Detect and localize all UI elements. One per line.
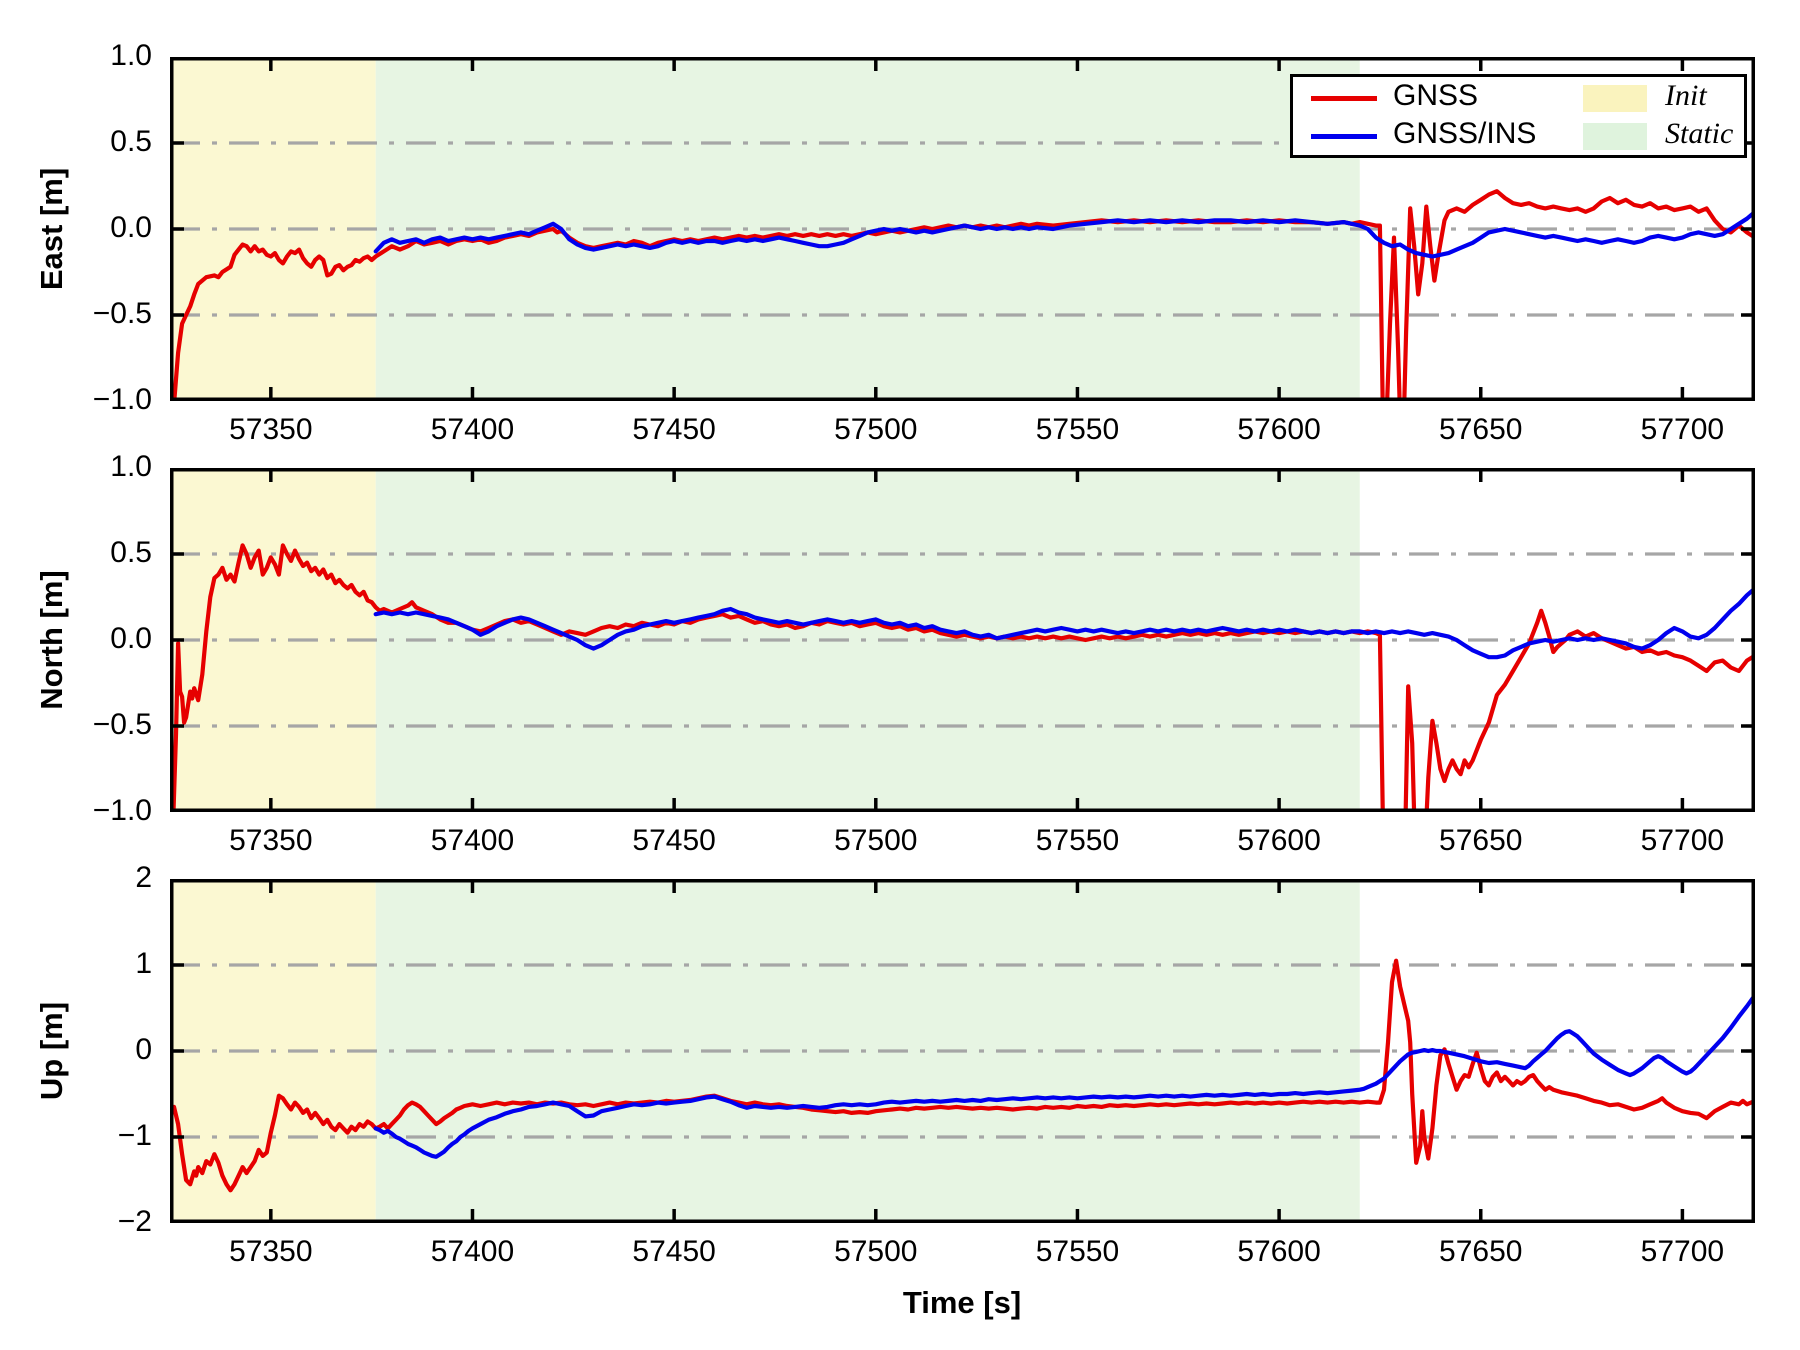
legend: GNSS GNSS/INS Init Static [1290, 74, 1747, 158]
x-tick-label: 57400 [430, 824, 515, 857]
legend-label-static: Static [1665, 117, 1734, 150]
axes-border [170, 57, 1755, 401]
x-tick-label: 57550 [1035, 413, 1120, 446]
region-static [375, 57, 1360, 401]
x-tick-label: 57650 [1439, 824, 1523, 857]
y-tick-label: 1.0 [110, 39, 152, 72]
y-tick-label: 0.0 [110, 622, 152, 655]
axes-border [170, 879, 1755, 1223]
x-tick-label: 57450 [632, 413, 716, 446]
x-tick-label: 57350 [229, 1235, 313, 1268]
x-tick-label: 57700 [1640, 1235, 1725, 1268]
legend-line-gnss-ins [1311, 134, 1377, 139]
legend-patch-init [1583, 85, 1647, 112]
series-gnss [171, 958, 1755, 1193]
x-tick-label: 57500 [834, 413, 918, 446]
region-static [375, 879, 1360, 1223]
subplot-up [170, 879, 1755, 1223]
x-tick-label: 57700 [1640, 413, 1725, 446]
x-tick-label: 57700 [1640, 824, 1725, 857]
axes-border [170, 468, 1755, 812]
series-gnss-ins [373, 209, 1755, 259]
y-tick-label: −1.0 [92, 383, 152, 416]
x-tick-label: 57550 [1035, 1235, 1120, 1268]
y-tick-label: −1 [117, 1119, 152, 1152]
legend-label-init: Init [1665, 79, 1707, 112]
x-tick-label: 57400 [430, 413, 515, 446]
region-static [375, 468, 1360, 812]
x-tick-label: 57350 [229, 824, 313, 857]
y-tick-label: 0.5 [110, 125, 152, 158]
legend-label-gnss: GNSS [1393, 79, 1479, 112]
series-gnss-ins [373, 586, 1755, 660]
y-tick-label: 0.0 [110, 211, 152, 244]
y-tick-label: −1.0 [92, 794, 152, 827]
x-tick-label: 57600 [1237, 1235, 1321, 1268]
subplot-east [170, 57, 1755, 401]
series-gnss [171, 543, 1755, 812]
x-tick-label: 57450 [632, 1235, 716, 1268]
x-tick-label: 57400 [430, 1235, 515, 1268]
x-tick-label: 57450 [632, 824, 716, 857]
y-tick-label: −0.5 [92, 297, 152, 330]
x-tick-label: 57350 [229, 413, 313, 446]
x-tick-label: 57550 [1035, 824, 1120, 857]
legend-line-gnss [1311, 96, 1377, 101]
y-tick-label: 1.0 [110, 450, 152, 483]
series-gnss [172, 189, 1755, 401]
x-tick-label: 57600 [1237, 824, 1321, 857]
y-tick-label: 1 [135, 947, 152, 980]
y-tick-label: 0.5 [110, 536, 152, 569]
series-gnss-ins [373, 992, 1755, 1159]
y-tick-label: −2 [117, 1205, 152, 1238]
x-tick-label: 57650 [1439, 1235, 1523, 1268]
x-axis-label: Time [s] [902, 1285, 1022, 1320]
subplot-north [170, 468, 1755, 812]
y-tick-label: −0.5 [92, 708, 152, 741]
y-tick-label: 0 [135, 1033, 152, 1066]
x-tick-label: 57600 [1237, 413, 1321, 446]
x-tick-label: 57500 [834, 824, 918, 857]
x-tick-label: 57500 [834, 1235, 918, 1268]
x-tick-label: 57650 [1439, 413, 1523, 446]
legend-patch-static [1583, 123, 1647, 150]
legend-label-gnss-ins: GNSS/INS [1393, 117, 1537, 150]
y-tick-label: 2 [135, 861, 152, 894]
